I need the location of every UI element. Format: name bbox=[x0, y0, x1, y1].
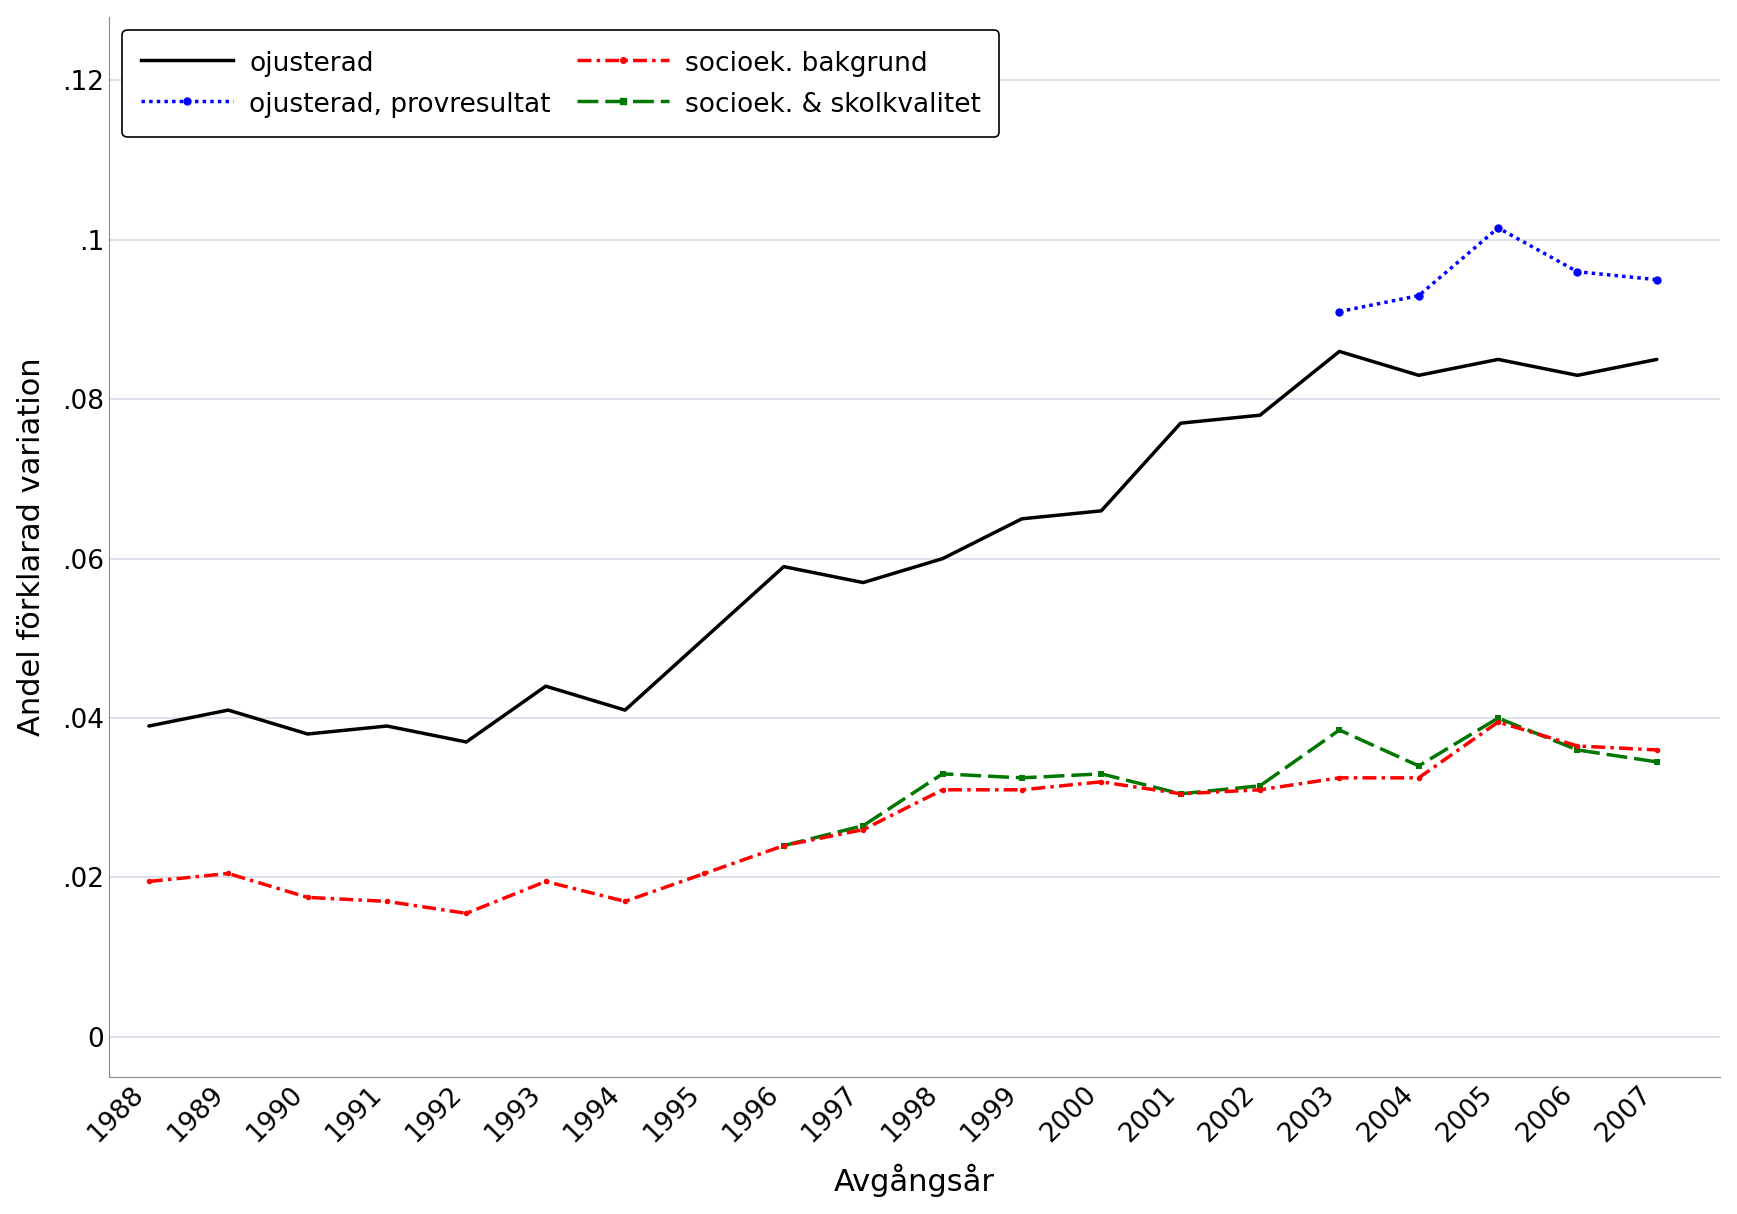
ojusterad bbox=[217, 703, 238, 717]
X-axis label: Avgångsår: Avgångsår bbox=[834, 1164, 995, 1197]
Line: socioek. & skolkvalitet: socioek. & skolkvalitet bbox=[782, 715, 1659, 849]
socioek. bakgrund bbox=[377, 894, 398, 908]
socioek. & skolkvalitet bbox=[1091, 766, 1112, 781]
socioek. & skolkvalitet bbox=[1171, 787, 1192, 801]
ojusterad bbox=[1249, 408, 1270, 422]
socioek. & skolkvalitet bbox=[773, 839, 794, 853]
socioek. bakgrund bbox=[297, 890, 318, 904]
ojusterad bbox=[1409, 368, 1430, 382]
socioek. & skolkvalitet bbox=[1329, 722, 1350, 737]
ojusterad bbox=[1329, 344, 1350, 358]
ojusterad bbox=[615, 703, 636, 717]
socioek. & skolkvalitet bbox=[853, 818, 874, 833]
socioek. & skolkvalitet bbox=[933, 766, 954, 781]
socioek. bakgrund bbox=[1409, 771, 1430, 785]
socioek. & skolkvalitet bbox=[1409, 759, 1430, 773]
ojusterad bbox=[377, 719, 398, 733]
socioek. bakgrund bbox=[1487, 715, 1508, 730]
socioek. bakgrund bbox=[1171, 787, 1192, 801]
socioek. & skolkvalitet bbox=[1567, 743, 1588, 758]
socioek. bakgrund bbox=[1011, 783, 1032, 798]
socioek. bakgrund bbox=[615, 894, 636, 908]
socioek. bakgrund bbox=[1567, 738, 1588, 753]
ojusterad, provresultat bbox=[1329, 305, 1350, 319]
socioek. bakgrund bbox=[933, 783, 954, 798]
socioek. & skolkvalitet bbox=[1249, 778, 1270, 793]
socioek. bakgrund bbox=[1647, 743, 1668, 758]
ojusterad bbox=[773, 560, 794, 574]
socioek. bakgrund bbox=[217, 867, 238, 881]
Line: ojusterad: ojusterad bbox=[149, 351, 1657, 742]
socioek. & skolkvalitet bbox=[1487, 710, 1508, 725]
ojusterad, provresultat bbox=[1409, 289, 1430, 304]
ojusterad bbox=[1011, 511, 1032, 526]
Legend: ojusterad, ojusterad, provresultat, socioek. bakgrund, socioek. & skolkvalitet: ojusterad, ojusterad, provresultat, soci… bbox=[122, 30, 999, 137]
ojusterad bbox=[297, 727, 318, 742]
socioek. bakgrund bbox=[535, 874, 556, 889]
ojusterad bbox=[1647, 352, 1668, 367]
Line: ojusterad, provresultat: ojusterad, provresultat bbox=[1336, 223, 1661, 316]
Y-axis label: Andel förklarad variation: Andel förklarad variation bbox=[17, 357, 45, 736]
ojusterad bbox=[1487, 352, 1508, 367]
ojusterad, provresultat bbox=[1647, 272, 1668, 287]
ojusterad bbox=[1091, 504, 1112, 518]
socioek. bakgrund bbox=[773, 839, 794, 853]
ojusterad bbox=[695, 631, 716, 646]
ojusterad bbox=[139, 719, 160, 733]
ojusterad, provresultat bbox=[1487, 221, 1508, 236]
ojusterad bbox=[853, 575, 874, 590]
ojusterad, provresultat bbox=[1567, 265, 1588, 279]
socioek. bakgrund bbox=[1249, 783, 1270, 798]
socioek. bakgrund bbox=[1091, 775, 1112, 789]
Line: socioek. bakgrund: socioek. bakgrund bbox=[146, 719, 1659, 917]
socioek. bakgrund bbox=[1329, 771, 1350, 785]
ojusterad bbox=[1567, 368, 1588, 382]
socioek. & skolkvalitet bbox=[1647, 755, 1668, 770]
socioek. & skolkvalitet bbox=[1011, 771, 1032, 785]
ojusterad bbox=[1171, 416, 1192, 431]
ojusterad bbox=[933, 551, 954, 566]
socioek. bakgrund bbox=[695, 867, 716, 881]
socioek. bakgrund bbox=[455, 906, 476, 920]
socioek. bakgrund bbox=[853, 822, 874, 836]
socioek. bakgrund bbox=[139, 874, 160, 889]
ojusterad bbox=[455, 734, 476, 749]
ojusterad bbox=[535, 679, 556, 693]
